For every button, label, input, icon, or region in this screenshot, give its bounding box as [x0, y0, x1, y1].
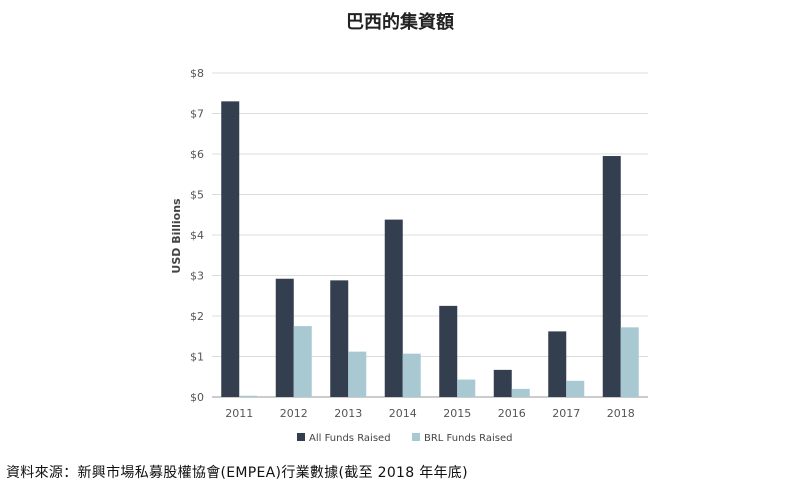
y-tick-label: $5 — [190, 189, 204, 202]
x-tick-labels: 2011 2012 2013 2014 2015 2016 2017 2018 — [225, 407, 635, 420]
legend-swatch — [412, 433, 420, 441]
bar-all-funds — [602, 156, 621, 397]
y-tick-label: $4 — [190, 229, 204, 242]
bar-brl-funds — [511, 388, 530, 397]
y-tick-labels: $0 $1 $2 $3 $4 $5 $6 $7 $8 — [190, 67, 204, 404]
y-tick-label: $2 — [190, 310, 204, 323]
bar-brl-funds — [348, 351, 367, 397]
bar-brl-funds — [566, 380, 585, 397]
x-tick-label: 2017 — [552, 407, 580, 420]
x-tick-label: 2012 — [280, 407, 308, 420]
legend: All Funds Raised BRL Funds Raised — [297, 433, 513, 444]
bar-all-funds — [221, 101, 240, 397]
legend-label: BRL Funds Raised — [424, 433, 513, 444]
y-tick-label: $8 — [190, 67, 204, 80]
legend-label: All Funds Raised — [309, 433, 391, 444]
bars — [221, 101, 639, 397]
bar-all-funds — [548, 331, 567, 397]
x-tick-label: 2016 — [498, 407, 526, 420]
y-tick-label: $0 — [190, 391, 204, 404]
x-tick-label: 2015 — [443, 407, 471, 420]
bar-all-funds — [275, 278, 294, 397]
bar-chart: $0$1$2$3$4$5$6$7$8 2011 2012 2013 2014 2015 2… — [170, 67, 648, 444]
bar-all-funds — [493, 369, 512, 397]
y-tick-label: $6 — [190, 148, 204, 161]
x-tick-label: 2018 — [607, 407, 635, 420]
y-tick-label: $1 — [190, 351, 204, 364]
bar-brl-funds — [457, 379, 476, 397]
bar-brl-funds — [402, 353, 421, 397]
y-axis-label: USD Billions — [170, 198, 183, 274]
bar-all-funds — [439, 305, 458, 397]
bar-brl-funds — [620, 327, 639, 397]
bar-brl-funds — [293, 326, 312, 397]
legend-swatch — [297, 433, 305, 441]
x-tick-label: 2013 — [334, 407, 362, 420]
source-note: 資料來源：新興市場私募股權協會(EMPEA)行業數據(截至 2018 年年底) — [6, 465, 468, 481]
y-tick-label: $3 — [190, 270, 204, 283]
bar-all-funds — [330, 280, 349, 397]
bar-all-funds — [384, 219, 403, 397]
y-tick-label: $7 — [190, 108, 204, 121]
bar-brl-funds — [239, 395, 258, 397]
x-tick-label: 2011 — [225, 407, 253, 420]
x-tick-label: 2014 — [389, 407, 417, 420]
grid-lines — [212, 72, 648, 398]
chart-title: 巴西的集資額 — [346, 12, 454, 33]
